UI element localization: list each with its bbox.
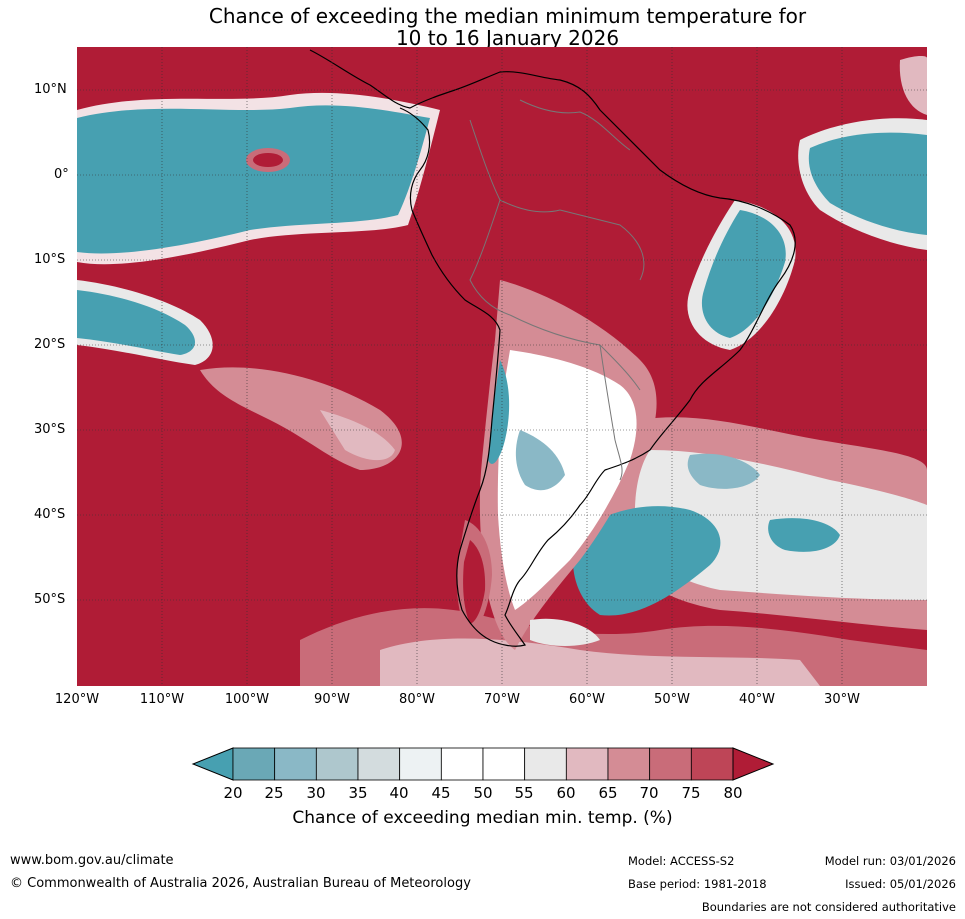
colorbar-tick: 75 — [681, 784, 701, 802]
coastline — [309, 49, 796, 647]
colorbar-arrow-high — [732, 747, 775, 781]
field-zone — [380, 638, 820, 686]
field-zone — [77, 105, 430, 254]
field-zone — [488, 360, 510, 464]
colorbar-cell — [565, 747, 609, 781]
field-zone — [77, 290, 196, 355]
lon-label: 60°W — [569, 692, 605, 707]
lon-label: 100°W — [224, 692, 270, 707]
lon-label: 110°W — [139, 692, 185, 707]
lon-label: 30°W — [824, 692, 860, 707]
title-line-2: 10 to 16 January 2026 — [395, 26, 620, 50]
field-zone — [320, 410, 395, 461]
lat-label: 10°S — [34, 252, 66, 267]
lat-label: 20°S — [34, 337, 66, 352]
colorbar-arrow-low — [191, 747, 234, 781]
lon-label: 50°W — [654, 692, 690, 707]
colorbar-tick: 70 — [639, 784, 659, 802]
graticule — [77, 47, 927, 686]
lat-label: 50°S — [34, 592, 66, 607]
colorbar-cell — [357, 747, 401, 781]
chart-title: Chance of exceeding the median minimum t… — [150, 5, 865, 49]
colorbar-tick: 55 — [514, 784, 534, 802]
colorbar-tick: 80 — [723, 784, 743, 802]
colorbar-tick: 60 — [556, 784, 576, 802]
title-line-1: Chance of exceeding the median minimum t… — [208, 4, 807, 28]
colorbar-tick: 20 — [223, 784, 243, 802]
colorbar-tick: 50 — [473, 784, 493, 802]
field-zone — [808, 132, 927, 235]
colorbar-cell — [482, 747, 526, 781]
country-borders — [469, 99, 645, 481]
lat-label: 40°S — [34, 507, 66, 522]
lon-label: 80°W — [399, 692, 435, 707]
colorbar-tick: 45 — [431, 784, 451, 802]
field-zone — [463, 540, 486, 624]
field-zone — [253, 153, 283, 167]
colorbar-cells — [191, 747, 775, 781]
lon-label: 90°W — [314, 692, 350, 707]
colorbar-cell — [690, 747, 734, 781]
model-text: Model: ACCESS-S2 — [628, 854, 735, 868]
colorbar-cell — [232, 747, 276, 781]
lon-label: 70°W — [484, 692, 520, 707]
lon-label: 40°W — [739, 692, 775, 707]
field-zone — [899, 55, 927, 115]
copyright-text: © Commonwealth of Australia 2026, Austra… — [10, 876, 471, 891]
colorbar-tick: 65 — [598, 784, 618, 802]
colorbar-cell — [649, 747, 692, 781]
colorbar-label: Chance of exceeding median min. temp. (%… — [292, 808, 673, 828]
field-zone — [497, 350, 637, 610]
issued-text: Issued: 05/01/2026 — [845, 877, 956, 891]
colorbar-tick: 25 — [264, 784, 284, 802]
website-link[interactable]: www.bom.gov.au/climate — [10, 853, 174, 868]
field-zone — [530, 618, 600, 646]
field-zone — [687, 453, 760, 489]
lat-label: 0° — [54, 167, 69, 182]
colorbar-cell — [399, 747, 442, 781]
lat-label: 10°N — [34, 82, 67, 97]
lon-label: 120°W — [54, 692, 100, 707]
lat-label: 30°S — [34, 422, 66, 437]
colorbar-cell — [524, 747, 567, 781]
colorbar-cell — [440, 747, 484, 781]
colorbar-tick: 40 — [389, 784, 409, 802]
base-period-text: Base period: 1981-2018 — [628, 877, 767, 891]
disclaimer-text: Boundaries are not considered authoritat… — [701, 900, 956, 914]
field-zone — [515, 430, 565, 491]
colorbar-cell — [274, 747, 317, 781]
map-field — [77, 47, 927, 686]
model-run-text: Model run: 03/01/2026 — [824, 854, 956, 868]
colorbar-cell — [607, 747, 651, 781]
colorbar-tick: 35 — [348, 784, 368, 802]
field-zone — [768, 518, 840, 552]
field-zone — [572, 506, 721, 616]
colorbar-cell — [315, 747, 359, 781]
colorbar-tick: 30 — [306, 784, 326, 802]
